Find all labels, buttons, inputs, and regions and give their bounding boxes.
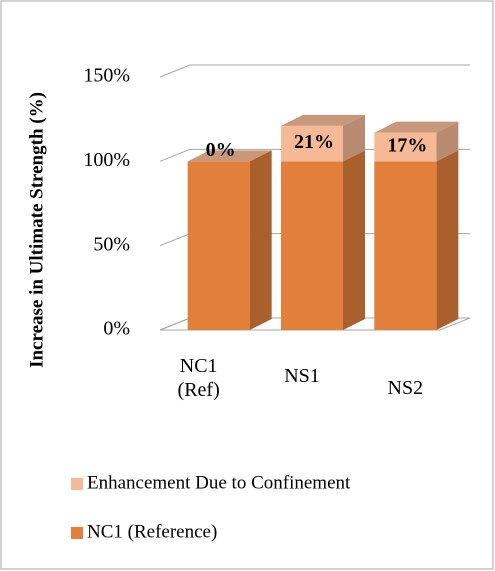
bar-side (343, 114, 365, 162)
legend-label: NC1 (Reference) (87, 521, 217, 542)
y-tick-label: 0% (103, 318, 130, 340)
y-tick-label: 100% (83, 149, 130, 171)
legend-swatch (71, 527, 83, 539)
bar (374, 132, 437, 162)
bar-side (436, 121, 459, 162)
x-tick-label: NC1 (Ref) (177, 355, 220, 401)
bar-side (436, 150, 459, 330)
x-tick-label: NS1 (284, 365, 320, 387)
legend-swatch (71, 478, 83, 490)
x-tick-label: NS2 (387, 377, 424, 399)
bar-side (343, 150, 365, 330)
legend-label: Enhancement Due to Confinement (87, 472, 351, 493)
bar-top (374, 121, 459, 133)
data-label: 0% (206, 139, 236, 161)
bar-side (249, 150, 272, 330)
y-axis-label: Increase in Ultimate Strength (%) (26, 92, 47, 368)
bar (374, 161, 437, 330)
bar-top (187, 150, 272, 162)
grid-line (159, 64, 470, 78)
bar-top (281, 114, 365, 126)
y-tick-label: 50% (93, 233, 130, 255)
data-label: 17% (387, 135, 427, 157)
bar (281, 125, 343, 162)
y-tick-label: 150% (83, 65, 130, 87)
bar (281, 161, 343, 330)
bar (187, 161, 250, 330)
data-label: 21% (294, 131, 334, 153)
